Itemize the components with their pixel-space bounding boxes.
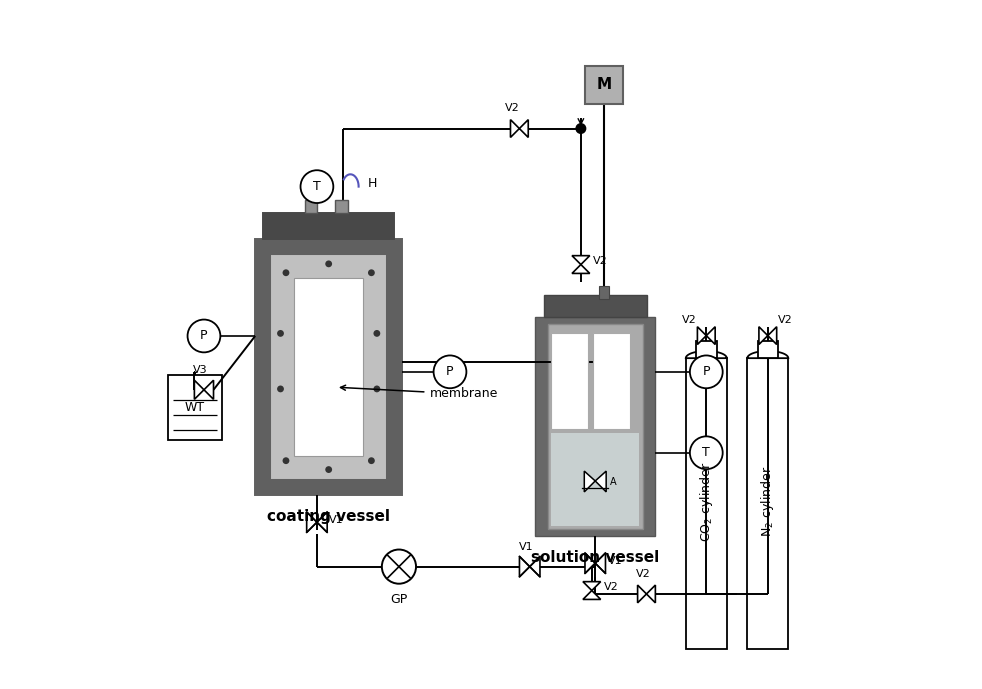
Polygon shape [685, 351, 727, 358]
Polygon shape [572, 256, 590, 265]
Text: CO$_2$ cylinder: CO$_2$ cylinder [698, 462, 715, 542]
Circle shape [373, 386, 380, 392]
Circle shape [368, 457, 375, 464]
Polygon shape [204, 380, 213, 400]
Text: M: M [596, 77, 612, 92]
Text: P: P [446, 365, 454, 378]
Text: V2: V2 [593, 256, 608, 266]
Text: V1: V1 [608, 556, 623, 566]
Bar [593, 333, 630, 429]
Bar [535, 317, 655, 536]
Text: coating vessel: coating vessel [267, 508, 390, 524]
Polygon shape [595, 553, 606, 573]
Polygon shape [583, 590, 601, 599]
Bar [335, 200, 348, 213]
Text: V1: V1 [329, 515, 344, 525]
Polygon shape [697, 327, 706, 344]
Polygon shape [747, 351, 789, 358]
Bar [272, 256, 385, 477]
Text: T: T [702, 446, 710, 460]
Bar [757, 341, 778, 358]
Text: GP: GP [390, 593, 408, 606]
Text: V3: V3 [193, 364, 208, 375]
Circle shape [283, 269, 290, 276]
Circle shape [325, 260, 332, 267]
Bar [747, 358, 789, 648]
Polygon shape [759, 327, 768, 344]
Circle shape [434, 356, 466, 388]
Text: WT: WT [185, 401, 205, 414]
Polygon shape [306, 512, 317, 533]
Circle shape [576, 124, 585, 133]
Polygon shape [519, 120, 528, 137]
Text: H: H [368, 176, 377, 189]
Circle shape [373, 330, 380, 337]
Text: P: P [702, 365, 710, 378]
Bar [551, 333, 588, 429]
Polygon shape [583, 582, 601, 590]
Text: P: P [200, 329, 208, 342]
Circle shape [382, 550, 416, 584]
Circle shape [277, 330, 284, 337]
Bar [548, 324, 643, 529]
Polygon shape [585, 553, 595, 573]
Text: V2: V2 [778, 316, 792, 325]
Polygon shape [194, 380, 204, 400]
Circle shape [690, 436, 723, 469]
Circle shape [690, 356, 723, 388]
Text: N$_2$ cylinder: N$_2$ cylinder [759, 466, 777, 537]
Bar [544, 296, 647, 317]
Text: V2: V2 [505, 103, 519, 114]
Polygon shape [519, 557, 529, 577]
Text: V2: V2 [604, 582, 619, 592]
Circle shape [325, 466, 332, 473]
Bar [168, 376, 222, 440]
Bar [696, 341, 717, 358]
Polygon shape [706, 327, 715, 344]
Circle shape [277, 386, 284, 392]
Bar [305, 200, 317, 213]
Bar [551, 433, 639, 526]
Polygon shape [529, 557, 540, 577]
Text: A: A [610, 477, 617, 487]
Polygon shape [637, 585, 646, 603]
Bar [295, 278, 363, 456]
Text: V2: V2 [635, 569, 650, 579]
Polygon shape [584, 471, 595, 492]
Polygon shape [595, 471, 606, 492]
Text: V1: V1 [518, 542, 533, 552]
Text: membrane: membrane [341, 385, 498, 400]
Polygon shape [572, 265, 590, 274]
Circle shape [368, 269, 375, 276]
Circle shape [300, 170, 333, 203]
Bar [263, 213, 394, 238]
Bar [585, 66, 623, 103]
Bar [685, 358, 727, 648]
Circle shape [283, 457, 290, 464]
Polygon shape [768, 327, 777, 344]
Text: V2: V2 [682, 316, 697, 325]
Polygon shape [511, 120, 519, 137]
Circle shape [188, 320, 220, 352]
Bar [255, 238, 403, 495]
Text: solution vessel: solution vessel [531, 550, 659, 564]
Polygon shape [646, 585, 655, 603]
Bar [599, 287, 609, 299]
Polygon shape [317, 512, 327, 533]
Text: T: T [313, 180, 321, 193]
